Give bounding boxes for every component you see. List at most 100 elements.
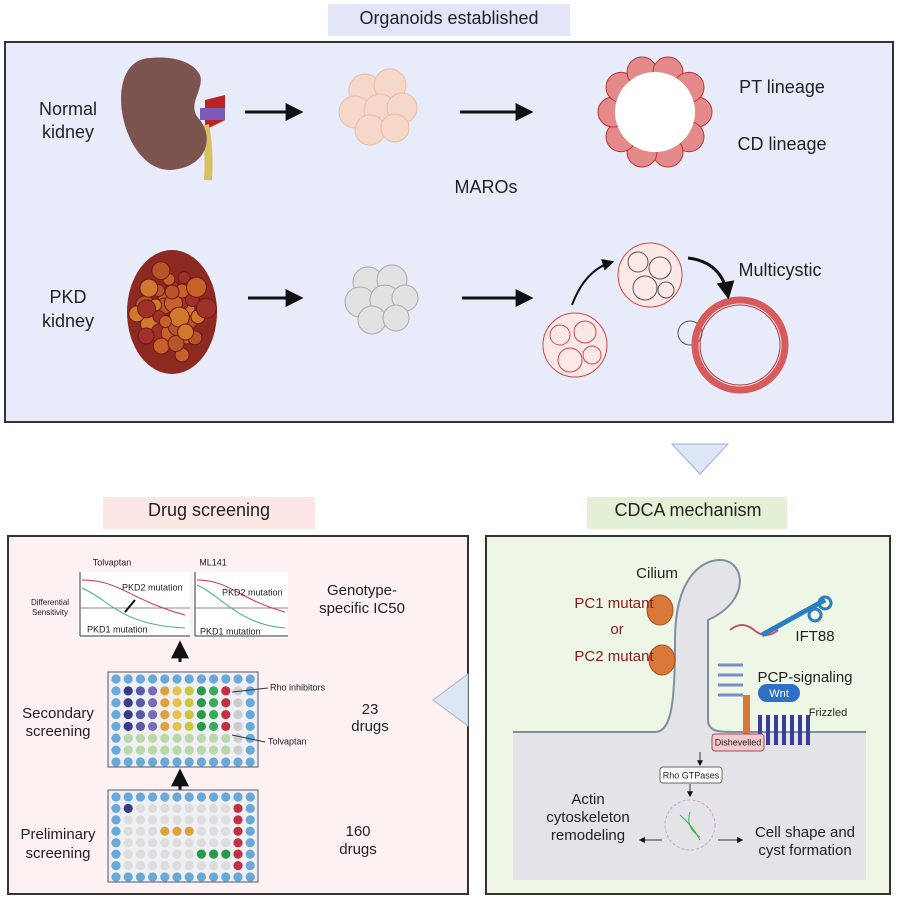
- label: kidney: [42, 122, 94, 142]
- cyst: [137, 299, 157, 319]
- well: [135, 826, 145, 836]
- well: [172, 815, 182, 825]
- well: [148, 733, 158, 743]
- well: [233, 733, 243, 743]
- organoid-cluster: [338, 68, 418, 146]
- well: [184, 826, 194, 836]
- well: [123, 803, 133, 814]
- label: Normal: [39, 99, 97, 119]
- well: [209, 686, 219, 696]
- well: [148, 849, 158, 859]
- well: [245, 826, 255, 836]
- well: [245, 792, 255, 802]
- well: [184, 803, 194, 814]
- label: screening: [25, 845, 90, 862]
- maro-ring: [597, 56, 713, 168]
- panel-title: Organoids established: [359, 8, 538, 28]
- well: [135, 815, 145, 825]
- well: [123, 721, 133, 732]
- well: [135, 757, 145, 767]
- well: [233, 757, 243, 767]
- well: [160, 733, 170, 743]
- well: [233, 815, 243, 825]
- plate: [107, 671, 259, 768]
- well: [111, 686, 121, 696]
- well: [184, 757, 194, 767]
- label: PKD: [49, 287, 86, 307]
- normal-kidney: [121, 57, 225, 181]
- well: [196, 838, 206, 848]
- well: [233, 838, 243, 848]
- cyst: [177, 323, 195, 341]
- well: [160, 674, 170, 684]
- label: Multicystic: [738, 260, 821, 280]
- well: [196, 860, 206, 871]
- well: [209, 803, 219, 814]
- well: [184, 674, 194, 684]
- well: [196, 826, 206, 836]
- well: [148, 745, 158, 755]
- pkd-kidney: [127, 250, 217, 374]
- well: [148, 872, 158, 882]
- well: [221, 838, 231, 848]
- well: [123, 838, 133, 848]
- well: [172, 826, 182, 836]
- down-triangle: [670, 443, 730, 475]
- label: Frizzled: [809, 707, 848, 719]
- plot-2: [193, 572, 288, 638]
- well: [245, 686, 255, 696]
- well: [111, 792, 121, 802]
- label: Wnt: [769, 688, 789, 700]
- label: 160: [345, 823, 370, 840]
- well: [160, 709, 170, 720]
- well: [111, 745, 121, 755]
- well: [172, 803, 182, 814]
- well: [172, 757, 182, 767]
- well: [160, 698, 170, 708]
- label: drugs: [351, 718, 389, 735]
- well: [233, 872, 243, 882]
- label: specific IC50: [319, 600, 405, 617]
- well: [148, 686, 158, 696]
- well: [184, 721, 194, 732]
- plot-label: PKD2 mutation: [122, 582, 183, 592]
- cyst: [164, 284, 180, 300]
- plot-label: PKD1 mutation: [200, 626, 261, 636]
- annotation: Rho inhibitors: [270, 682, 326, 692]
- well: [221, 803, 231, 814]
- well: [172, 849, 182, 859]
- well: [135, 872, 145, 882]
- well: [209, 860, 219, 871]
- well: [111, 733, 121, 743]
- plot-label: PKD1 mutation: [87, 624, 148, 634]
- well: [172, 709, 182, 720]
- pkd-cluster: [344, 264, 419, 335]
- well: [196, 674, 206, 684]
- label: Cilium: [636, 565, 678, 582]
- well: [184, 745, 194, 755]
- cyst: [139, 278, 159, 298]
- well: [221, 792, 231, 802]
- well: [233, 826, 243, 836]
- well: [196, 698, 206, 708]
- well: [209, 745, 219, 755]
- label: CD lineage: [737, 134, 826, 154]
- pointer: [231, 687, 269, 693]
- label: remodeling: [551, 827, 625, 844]
- plot-1: [78, 572, 190, 638]
- well: [209, 709, 219, 720]
- well: [111, 838, 121, 848]
- well: [148, 815, 158, 825]
- cysts: [542, 242, 789, 394]
- cell: [513, 558, 866, 880]
- well: [221, 849, 231, 859]
- well: [233, 745, 243, 755]
- well: [172, 860, 182, 871]
- pointer: [231, 734, 266, 743]
- well: [245, 815, 255, 825]
- well: [148, 826, 158, 836]
- well: [196, 815, 206, 825]
- well: [123, 745, 133, 755]
- plate: [107, 789, 259, 883]
- well: [135, 674, 145, 684]
